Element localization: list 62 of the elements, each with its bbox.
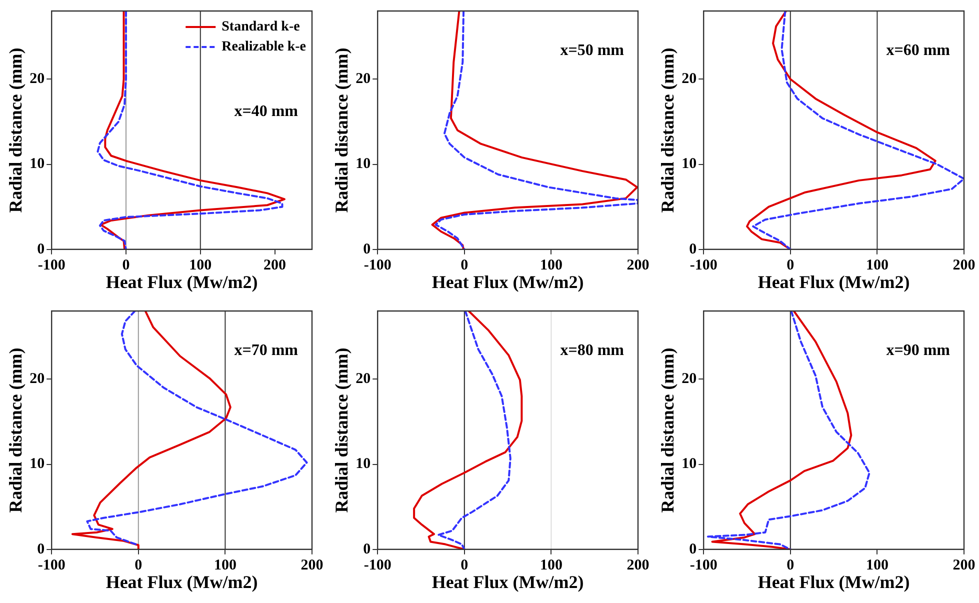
- y-axis-title: Radial distance (mm): [657, 348, 678, 513]
- annotation: x=50 mm: [560, 42, 625, 60]
- x-tick-label: -100: [38, 557, 66, 574]
- x-tick-label: -100: [690, 257, 718, 274]
- y-tick-label: 0: [37, 241, 45, 258]
- x-tick-label: 100: [540, 557, 562, 574]
- x-tick-label: -100: [38, 257, 66, 274]
- x-tick-label: 200: [626, 557, 650, 574]
- x-axis-title: Heat Flux (Mw/m2): [758, 572, 910, 592]
- x-tick-label: 0: [460, 257, 468, 274]
- annotation: x=80 mm: [560, 342, 625, 360]
- y-tick-label: 0: [689, 241, 697, 258]
- y-axis-title: Radial distance (mm): [5, 48, 26, 213]
- x-axis-title: Heat Flux (Mw/m2): [432, 272, 584, 292]
- y-tick-label: 10: [30, 156, 45, 172]
- annotation: x=60 mm: [886, 42, 951, 60]
- x-tick-label: 200: [626, 257, 650, 274]
- annotation: x=40 mm: [234, 103, 299, 120]
- y-tick-label: 20: [30, 70, 45, 87]
- x-axis-title: Heat Flux (Mw/m2): [432, 572, 584, 592]
- annotation: x=90 mm: [886, 342, 951, 360]
- legend-label: Standard k-e: [222, 20, 300, 35]
- x-tick-label: 0: [786, 557, 794, 574]
- y-tick-label: 10: [682, 456, 697, 472]
- y-axis-title: Radial distance (mm): [331, 48, 352, 213]
- x-tick-label: 0: [786, 257, 794, 274]
- y-tick-label: 20: [30, 370, 45, 387]
- legend-label: Realizable k-e: [222, 40, 306, 55]
- x-tick-label: -100: [364, 557, 392, 574]
- y-tick-label: 20: [682, 370, 697, 387]
- x-tick-label: 200: [952, 257, 976, 274]
- y-tick-label: 20: [356, 370, 371, 387]
- x-tick-label: 100: [866, 557, 888, 574]
- y-tick-label: 10: [682, 156, 697, 172]
- x-tick-label: 100: [189, 257, 212, 274]
- y-tick-label: 20: [356, 70, 371, 87]
- x-tick-label: 200: [952, 557, 976, 574]
- x-tick-label: 100: [214, 557, 236, 574]
- y-axis-title: Radial distance (mm): [5, 348, 26, 513]
- y-tick-label: 0: [689, 541, 697, 558]
- x-tick-label: -100: [364, 257, 392, 274]
- x-tick-label: 200: [264, 257, 286, 274]
- x-axis-title: Heat Flux (Mw/m2): [106, 572, 258, 592]
- y-tick-label: 0: [37, 541, 45, 558]
- y-tick-label: 0: [363, 541, 371, 558]
- annotation: x=70 mm: [234, 342, 299, 360]
- y-tick-label: 10: [30, 456, 45, 472]
- x-axis-title: Heat Flux (Mw/m2): [106, 272, 258, 292]
- y-tick-label: 20: [682, 70, 697, 87]
- x-tick-label: 0: [460, 557, 468, 574]
- y-axis-title: Radial distance (mm): [331, 348, 352, 513]
- y-tick-label: 10: [356, 156, 371, 172]
- x-axis-title: Heat Flux (Mw/m2): [758, 272, 910, 292]
- y-axis-title: Radial distance (mm): [657, 48, 678, 213]
- y-tick-label: 10: [356, 456, 371, 472]
- x-tick-label: 100: [540, 257, 562, 274]
- x-tick-label: 0: [122, 257, 130, 274]
- x-tick-label: 0: [134, 557, 142, 574]
- x-tick-label: -100: [690, 557, 718, 574]
- x-tick-label: 200: [300, 557, 324, 574]
- y-tick-label: 0: [363, 241, 371, 258]
- x-tick-label: 100: [866, 257, 888, 274]
